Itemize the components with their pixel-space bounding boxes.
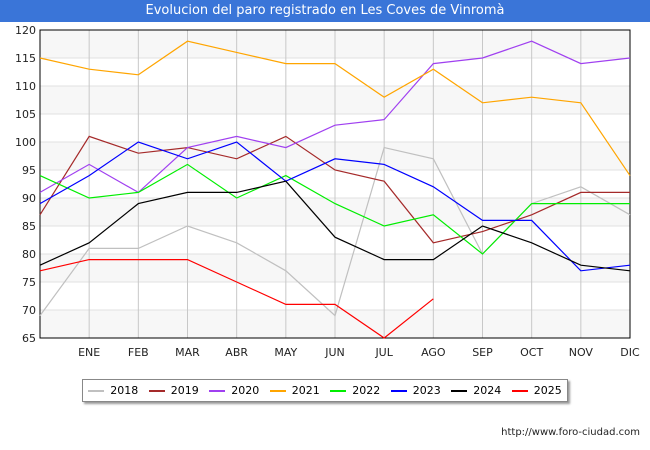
plot-frame — [39, 29, 631, 339]
x-tick-label: AGO — [421, 346, 446, 359]
y-tick-label: 105 — [15, 108, 36, 121]
legend-label: 2018 — [110, 384, 139, 397]
x-tick-label: FEB — [128, 346, 149, 359]
legend-swatch — [88, 389, 105, 392]
legend-swatch — [209, 389, 226, 392]
legend-item-2024: 2024 — [451, 384, 501, 397]
legend-item-2022: 2022 — [330, 384, 380, 397]
legend-item-2018: 2018 — [88, 384, 138, 397]
y-tick-label: 95 — [22, 164, 36, 177]
legend-swatch — [390, 389, 407, 392]
legend-swatch — [148, 389, 165, 392]
legend-label: 2021 — [291, 384, 320, 397]
series-line-2021 — [39, 40, 631, 176]
x-tick-label: SEP — [472, 346, 493, 359]
legend-swatch — [269, 389, 286, 392]
y-tick-label: 80 — [22, 248, 36, 261]
x-tick-label: OCT — [520, 346, 543, 359]
x-tick-label: ENE — [78, 346, 100, 359]
y-tick-label: 100 — [15, 136, 36, 149]
legend-item-2023: 2023 — [390, 384, 441, 397]
legend-label: 2019 — [170, 384, 199, 397]
legend-label: 2023 — [412, 384, 441, 397]
chart-title: Evolucion del paro registrado en Les Cov… — [0, 0, 650, 22]
legend: 2018 2019 2020 2021 2022 2023 2024 2025 — [82, 379, 568, 402]
legend-swatch — [330, 389, 347, 392]
x-tick-label: JUN — [324, 346, 345, 359]
series-line-2022 — [39, 163, 630, 255]
legend-swatch — [451, 389, 468, 392]
y-tick-label: 110 — [15, 80, 36, 93]
series-line-2024 — [39, 180, 631, 272]
legend-item-2019: 2019 — [148, 384, 199, 397]
y-tick-label: 65 — [22, 332, 36, 345]
legend-item-2021: 2021 — [269, 384, 320, 397]
y-tick-label: 75 — [22, 276, 36, 289]
legend-label: 2025 — [533, 384, 562, 397]
legend-item-2025: 2025 — [511, 384, 562, 397]
y-tick-label: 120 — [15, 24, 36, 37]
x-tick-label: NOV — [569, 346, 594, 359]
legend-label: 2024 — [473, 384, 502, 397]
x-tick-label: MAR — [175, 346, 200, 359]
x-tick-label: DIC — [620, 346, 640, 359]
series-line-2019 — [39, 135, 630, 244]
y-tick-label: 90 — [22, 192, 36, 205]
x-tick-label: ABR — [225, 346, 248, 359]
legend-label: 2020 — [231, 384, 260, 397]
x-tick-label: MAY — [274, 346, 297, 359]
series-line-2023 — [39, 141, 631, 272]
legend-label: 2022 — [352, 384, 381, 397]
y-tick-label: 115 — [15, 52, 36, 65]
source-url[interactable]: http://www.foro-ciudad.com — [501, 427, 640, 438]
legend-swatch — [511, 389, 528, 392]
legend-item-2020: 2020 — [209, 384, 259, 397]
y-tick-label: 85 — [22, 220, 36, 233]
y-tick-label: 70 — [22, 304, 36, 317]
x-tick-label: JUL — [374, 346, 393, 359]
series-line-2025 — [39, 259, 434, 339]
